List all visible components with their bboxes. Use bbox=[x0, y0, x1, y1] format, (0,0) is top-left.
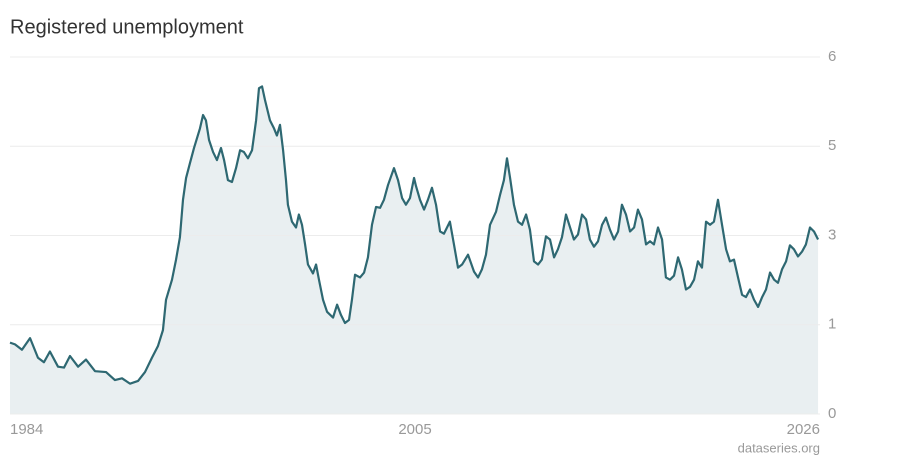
y-tick-label: 1 bbox=[828, 316, 836, 333]
area bbox=[10, 86, 819, 414]
line bbox=[9, 85, 820, 385]
y-tick-label: 5 bbox=[828, 137, 836, 154]
y-tick-label: 6 bbox=[828, 48, 836, 65]
chart-title: Registered unemployment bbox=[10, 16, 244, 38]
y-tick-label: 0 bbox=[828, 405, 836, 422]
x-tick-label: 2005 bbox=[398, 421, 431, 438]
x-tick-label: 2026 bbox=[787, 421, 820, 438]
y-tick-label: 3 bbox=[828, 226, 836, 243]
x-tick-label: 1984 bbox=[10, 421, 43, 438]
source: dataseries.org bbox=[738, 440, 820, 455]
